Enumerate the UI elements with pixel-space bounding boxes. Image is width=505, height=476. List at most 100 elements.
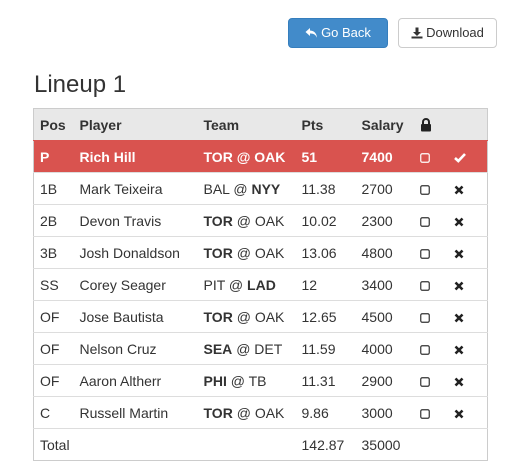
table-row[interactable]: OF Aaron Altherr PHI @ TB 11.31 2900 bbox=[33, 364, 488, 397]
lineup-title: Lineup 1 bbox=[34, 71, 127, 98]
cell-team: TOR @ OAK bbox=[197, 236, 296, 269]
cell-pts: 13.06 bbox=[295, 236, 356, 269]
cell-lock[interactable] bbox=[419, 204, 454, 237]
table-row[interactable]: OF Nelson Cruz SEA @ DET 11.59 4000 bbox=[33, 332, 488, 365]
cell-team: PIT @ LAD bbox=[197, 268, 296, 301]
cell-pos: OF bbox=[33, 300, 74, 333]
cell-pts: 11.59 bbox=[295, 332, 356, 365]
cell-action[interactable] bbox=[453, 140, 488, 173]
download-button[interactable]: Download bbox=[398, 18, 497, 48]
cell-player: Devon Travis bbox=[73, 204, 198, 237]
cell-salary: 2300 bbox=[355, 204, 420, 237]
lock-checkbox-icon[interactable] bbox=[419, 408, 430, 419]
cell-action[interactable] bbox=[453, 204, 488, 237]
table-row[interactable]: 2B Devon Travis TOR @ OAK 10.02 2300 bbox=[33, 204, 488, 237]
table-row[interactable]: OF Jose Bautista TOR @ OAK 12.65 4500 bbox=[33, 300, 488, 333]
table-row[interactable]: SS Corey Seager PIT @ LAD 12 3400 bbox=[33, 268, 488, 301]
team-home: OAK bbox=[254, 148, 286, 165]
cell-action[interactable] bbox=[453, 172, 488, 205]
team-home: LAD bbox=[247, 276, 276, 293]
team-separator: @ bbox=[236, 340, 251, 357]
cell-player: Aaron Altherr bbox=[73, 364, 198, 397]
cell-team: TOR @ OAK bbox=[197, 140, 296, 173]
cell-action[interactable] bbox=[453, 332, 488, 365]
cell-salary: 4000 bbox=[355, 332, 420, 365]
cell-lock[interactable] bbox=[419, 140, 454, 173]
cell-pos: 2B bbox=[33, 204, 74, 237]
team-home: NYY bbox=[251, 180, 281, 197]
team-away: PHI bbox=[203, 372, 227, 389]
cell-lock[interactable] bbox=[419, 300, 454, 333]
table-row[interactable]: 1B Mark Teixeira BAL @ NYY 11.38 2700 bbox=[33, 172, 488, 205]
cell-action[interactable] bbox=[453, 236, 488, 269]
team-away: PIT bbox=[203, 276, 226, 293]
cell-action[interactable] bbox=[453, 300, 488, 333]
cell-action[interactable] bbox=[453, 364, 488, 397]
remove-icon[interactable] bbox=[454, 313, 464, 323]
check-icon[interactable] bbox=[453, 152, 466, 164]
cell-pts: 12 bbox=[295, 268, 356, 301]
header-team: Team bbox=[203, 116, 240, 133]
cell-lock[interactable] bbox=[419, 172, 454, 205]
lock-checkbox-icon[interactable] bbox=[419, 216, 430, 227]
team-home: OAK bbox=[254, 308, 285, 325]
cell-pos: C bbox=[33, 396, 74, 429]
cell-player: Rich Hill bbox=[73, 140, 198, 173]
team-separator: @ bbox=[233, 180, 248, 197]
table-row[interactable]: C Russell Martin TOR @ OAK 9.86 3000 bbox=[33, 396, 488, 429]
remove-icon[interactable] bbox=[454, 377, 464, 387]
cell-salary: 4500 bbox=[355, 300, 420, 333]
team-separator: @ bbox=[236, 244, 251, 261]
total-row: Total 142.87 35000 bbox=[33, 428, 488, 461]
team-home: OAK bbox=[254, 212, 285, 229]
remove-icon[interactable] bbox=[454, 249, 464, 259]
lock-checkbox-icon[interactable] bbox=[419, 376, 430, 387]
header-pos: Pos bbox=[40, 116, 66, 133]
remove-icon[interactable] bbox=[454, 217, 464, 227]
cell-lock[interactable] bbox=[419, 268, 454, 301]
cell-pts: 11.31 bbox=[295, 364, 356, 397]
team-home: DET bbox=[254, 340, 283, 357]
remove-icon[interactable] bbox=[454, 409, 464, 419]
team-home: TB bbox=[248, 372, 267, 389]
go-back-button[interactable]: Go Back bbox=[288, 18, 388, 48]
cell-pos: OF bbox=[33, 364, 74, 397]
total-label: Total bbox=[33, 428, 296, 461]
team-separator: @ bbox=[230, 372, 245, 389]
header-lock bbox=[420, 109, 454, 141]
cell-salary: 4800 bbox=[355, 236, 420, 269]
lock-checkbox-icon[interactable] bbox=[419, 152, 430, 163]
cell-action[interactable] bbox=[453, 396, 488, 429]
team-away: TOR bbox=[203, 148, 233, 165]
remove-icon[interactable] bbox=[454, 345, 464, 355]
cell-team: TOR @ OAK bbox=[197, 204, 296, 237]
cell-action[interactable] bbox=[453, 268, 488, 301]
header-action bbox=[454, 109, 488, 141]
lock-checkbox-icon[interactable] bbox=[419, 184, 430, 195]
lock-checkbox-icon[interactable] bbox=[419, 248, 430, 259]
header-salary: Salary bbox=[361, 116, 404, 133]
cell-lock[interactable] bbox=[419, 236, 454, 269]
cell-player: Jose Bautista bbox=[73, 300, 198, 333]
lock-checkbox-icon[interactable] bbox=[419, 280, 430, 291]
remove-icon[interactable] bbox=[454, 185, 464, 195]
cell-lock[interactable] bbox=[419, 364, 454, 397]
cell-lock[interactable] bbox=[419, 396, 454, 429]
team-away: TOR bbox=[203, 244, 233, 261]
remove-icon[interactable] bbox=[454, 281, 464, 291]
go-back-label: Go Back bbox=[321, 25, 371, 40]
team-separator: @ bbox=[236, 212, 251, 229]
table-row[interactable]: 3B Josh Donaldson TOR @ OAK 13.06 4800 bbox=[33, 236, 488, 269]
cell-lock[interactable] bbox=[419, 332, 454, 365]
cell-salary: 3000 bbox=[355, 396, 420, 429]
team-away: TOR bbox=[203, 212, 233, 229]
table-row[interactable]: P Rich Hill TOR @ OAK 51 7400 bbox=[33, 140, 488, 173]
lock-checkbox-icon[interactable] bbox=[419, 344, 430, 355]
lock-icon bbox=[420, 117, 432, 133]
lock-checkbox-icon[interactable] bbox=[419, 312, 430, 323]
cell-pts: 12.65 bbox=[295, 300, 356, 333]
team-away: TOR bbox=[203, 308, 233, 325]
header-player: Player bbox=[79, 116, 122, 133]
total-pts: 142.87 bbox=[295, 428, 356, 461]
cell-player: Russell Martin bbox=[73, 396, 198, 429]
